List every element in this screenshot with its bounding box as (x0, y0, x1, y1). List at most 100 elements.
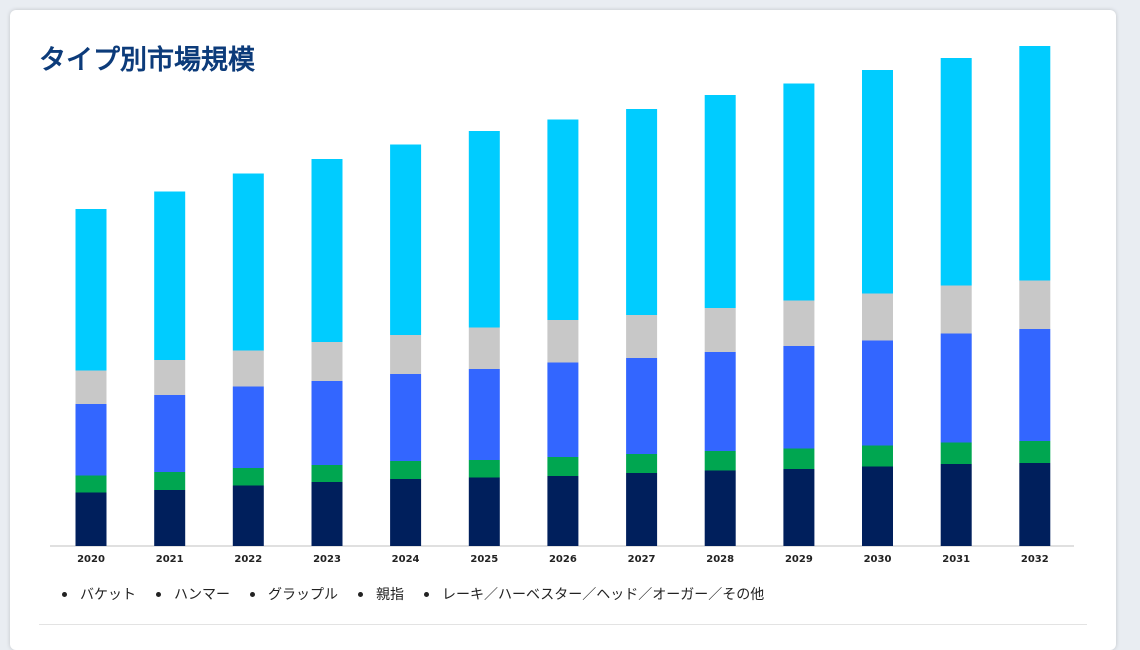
bar-segment-2024-series-3 (390, 335, 422, 374)
bar-segment-2029-series-3 (783, 300, 815, 346)
bar-segment-2023-series-0 (311, 482, 343, 546)
bar-segment-2028-series-1 (704, 451, 736, 471)
bar-segment-2020-series-2 (75, 404, 107, 476)
bar-segment-2022-series-2 (232, 386, 264, 468)
bar-segment-2030-series-2 (862, 340, 893, 446)
legend-item: 親指 (358, 584, 404, 604)
bar-segment-2028-series-4 (704, 95, 736, 308)
bar-segment-2026-series-1 (547, 457, 579, 476)
bar-segment-2021-series-3 (154, 360, 186, 395)
bar-segment-2027-series-1 (626, 454, 658, 473)
bar-segment-2032-series-1 (1019, 441, 1051, 463)
legend: バケット ハンマー グラップル 親指 レーキ／ハーベスター／ヘッド／オーガー／その他 (62, 584, 784, 604)
bar-segment-2022-series-4 (232, 173, 264, 351)
bullet-icon (156, 591, 161, 597)
bar-segment-2024-series-4 (390, 144, 422, 335)
bar-segment-2023-series-3 (311, 342, 343, 381)
bar-segment-2021-series-4 (154, 191, 186, 360)
bar-segment-2029-series-2 (783, 346, 815, 449)
x-tick-labels: 2020 2021 2022 2023 2024 2025 2026 2027 2028 2029… (77, 554, 1049, 565)
x-tick-label: 2025 (470, 554, 498, 565)
bar-segment-2020-series-0 (75, 492, 107, 546)
bar-segment-2023-series-2 (311, 381, 343, 465)
bar-segment-2031-series-2 (940, 333, 972, 443)
legend-label: レーキ／ハーベスター／ヘッド／オーガー／その他 (442, 587, 765, 603)
bar-segment-2032-series-4 (1019, 46, 1051, 281)
x-tick-label: 2028 (706, 554, 734, 565)
x-tick-label: 2026 (549, 554, 577, 565)
legend-item: レーキ／ハーベスター／ヘッド／オーガー／その他 (424, 584, 764, 604)
bar-segment-2024-series-0 (390, 479, 422, 546)
x-tick-label: 2031 (942, 554, 970, 565)
bar-segment-2022-series-1 (232, 468, 264, 486)
bar-segment-2025-series-2 (468, 369, 500, 460)
chart-title: タイプ別市場規模 (39, 45, 255, 76)
bar-segment-2031-series-1 (940, 442, 972, 464)
bar-segment-2028-series-3 (704, 308, 736, 352)
bar-segment-2030-series-4 (862, 70, 893, 294)
bar-segment-2028-series-2 (704, 352, 736, 451)
bar-segment-2030-series-3 (862, 293, 893, 341)
bar-segment-2030-series-0 (862, 466, 893, 546)
bar-segment-2023-series-1 (311, 465, 343, 482)
bar-segment-2021-series-2 (154, 395, 186, 472)
x-tick-label: 2029 (785, 554, 813, 565)
x-tick-label: 2020 (77, 554, 105, 565)
bar-segment-2020-series-3 (75, 370, 107, 404)
legend-item: グラップル (250, 584, 338, 604)
legend-item: バケット (62, 584, 136, 604)
bar-segment-2032-series-0 (1019, 463, 1051, 546)
x-tick-label: 2021 (156, 554, 184, 565)
bar-segment-2024-series-2 (390, 374, 422, 461)
bar-segment-2025-series-4 (468, 131, 500, 328)
bar-segment-2027-series-0 (626, 473, 658, 546)
bar-segment-2021-series-1 (154, 472, 186, 490)
legend-label: ハンマー (174, 587, 230, 603)
legend-label: バケット (80, 587, 136, 603)
bullet-icon (250, 591, 255, 597)
bar-segment-2025-series-3 (468, 327, 500, 369)
bar-segment-2027-series-3 (626, 315, 658, 358)
x-tick-label: 2024 (392, 554, 420, 565)
legend-label: 親指 (376, 587, 404, 603)
x-tick-label: 2027 (628, 554, 656, 565)
bars-group (75, 46, 1051, 546)
bar-segment-2031-series-3 (940, 285, 972, 334)
divider (39, 624, 1087, 625)
bar-segment-2027-series-2 (626, 358, 658, 454)
bar-segment-2022-series-3 (232, 350, 264, 387)
bar-segment-2031-series-0 (940, 464, 972, 546)
bar-segment-2030-series-1 (862, 445, 893, 467)
bar-segment-2029-series-1 (783, 448, 815, 469)
chart-card: タイプ別市場規模 2020 2021 2022 2023 2024 2025 2026 202… (10, 10, 1116, 650)
bar-segment-2020-series-4 (75, 209, 107, 371)
x-tick-label: 2022 (234, 554, 262, 565)
x-tick-label: 2030 (864, 554, 892, 565)
bar-segment-2026-series-4 (547, 119, 579, 320)
bar-segment-2029-series-0 (783, 469, 815, 546)
bar-segment-2025-series-1 (468, 460, 500, 478)
bar-segment-2026-series-2 (547, 362, 579, 457)
bar-segment-2031-series-4 (940, 58, 972, 286)
bar-segment-2032-series-2 (1019, 329, 1051, 441)
bar-segment-2026-series-0 (547, 476, 579, 546)
bar-segment-2022-series-0 (232, 485, 264, 546)
bar-segment-2032-series-3 (1019, 280, 1051, 329)
bullet-icon (62, 591, 67, 597)
bar-segment-2028-series-0 (704, 470, 736, 546)
stacked-bar-chart: 2020 2021 2022 2023 2024 2025 2026 2027 2028 2029… (50, 46, 1074, 565)
bullet-icon (424, 591, 429, 597)
bar-segment-2024-series-1 (390, 461, 422, 479)
bar-segment-2026-series-3 (547, 320, 579, 363)
legend-item: ハンマー (156, 584, 230, 604)
legend-label: グラップル (268, 587, 338, 603)
bar-segment-2025-series-0 (468, 477, 500, 546)
bar-segment-2023-series-4 (311, 159, 343, 342)
bullet-icon (358, 591, 363, 597)
x-tick-label: 2032 (1021, 554, 1049, 565)
x-tick-label: 2023 (313, 554, 341, 565)
bar-segment-2027-series-4 (626, 109, 658, 315)
bar-segment-2021-series-0 (154, 490, 186, 546)
bar-segment-2029-series-4 (783, 83, 815, 301)
bar-segment-2020-series-1 (75, 475, 107, 493)
